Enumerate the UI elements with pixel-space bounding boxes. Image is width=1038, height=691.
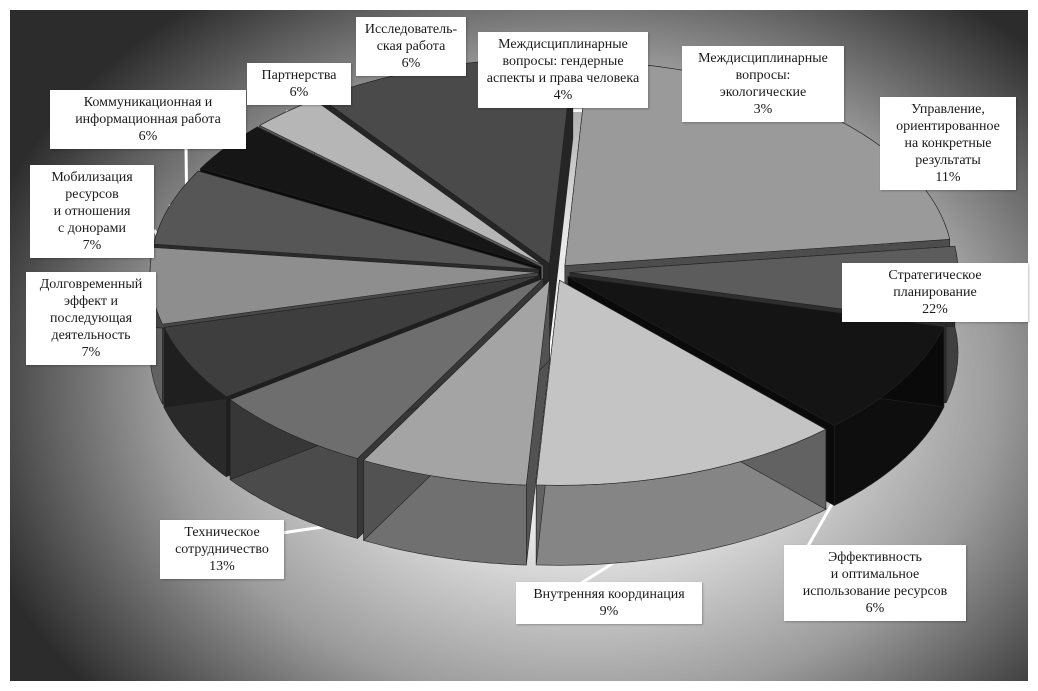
slice-name: Эффективность и оптимальное использовани… (802, 550, 948, 599)
slice-percent: 13% (209, 559, 235, 574)
pie-slice-technical-cooperation (535, 279, 827, 566)
slice-label-results-based-management: Управление, ориентированное на конкретны… (880, 97, 1016, 190)
slice-name: Стратегическое планирование (888, 268, 982, 300)
slice-name: Коммуникационная и информационная работа (75, 95, 221, 127)
slice-name: Исследователь- ская работа (364, 22, 458, 54)
slice-label-technical-cooperation: Техническое сотрудничество 13% (160, 520, 284, 579)
slice-label-partnerships: Партнерства 6% (247, 63, 351, 105)
slice-percent: 7% (82, 238, 102, 253)
slice-percent: 6% (401, 56, 421, 71)
slice-percent: 7% (81, 345, 101, 360)
slice-percent: 6% (138, 129, 158, 144)
pie-slice-long-term-effect (363, 279, 550, 566)
slice-label-long-term-effect: Долговременный эффект и последующая деят… (26, 272, 156, 365)
slice-label-efficiency: Эффективность и оптимальное использовани… (784, 545, 966, 621)
slice-percent: 22% (922, 302, 948, 317)
slice-percent: 6% (289, 85, 309, 100)
slice-percent: 3% (753, 102, 773, 117)
slice-percent: 9% (599, 604, 619, 619)
slice-name: Междисциплинарные вопросы: экологические (698, 51, 828, 100)
slice-name: Техническое сотрудничество (175, 525, 269, 557)
slice-name: Управление, ориентированное на конкретны… (896, 102, 1000, 168)
slice-label-environmental: Междисциплинарные вопросы: экологические… (682, 46, 844, 122)
slice-name: Внутренняя координация (533, 587, 685, 602)
slice-label-communication: Коммуникационная и информационная работа… (50, 90, 246, 149)
slice-name: Междисциплинарные вопросы: гендерные асп… (486, 37, 640, 86)
slice-percent: 6% (865, 601, 885, 616)
slice-name: Долговременный эффект и последующая деят… (39, 277, 143, 343)
slice-name: Партнерства (261, 68, 337, 83)
slice-percent: 4% (553, 88, 573, 103)
slice-label-internal-coordination: Внутренняя координация 9% (516, 582, 702, 624)
slice-label-gender-human-rights: Междисциплинарные вопросы: гендерные асп… (478, 32, 648, 108)
slice-label-strategic-planning: Стратегическое планирование 22% (842, 263, 1028, 322)
slice-name: Мобилизация ресурсов и отношения с донор… (51, 170, 133, 236)
slice-percent: 11% (935, 170, 961, 185)
slice-label-resource-mobilization: Мобилизация ресурсов и отношения с донор… (30, 165, 154, 258)
slice-label-research: Исследователь- ская работа 6% (356, 17, 466, 76)
